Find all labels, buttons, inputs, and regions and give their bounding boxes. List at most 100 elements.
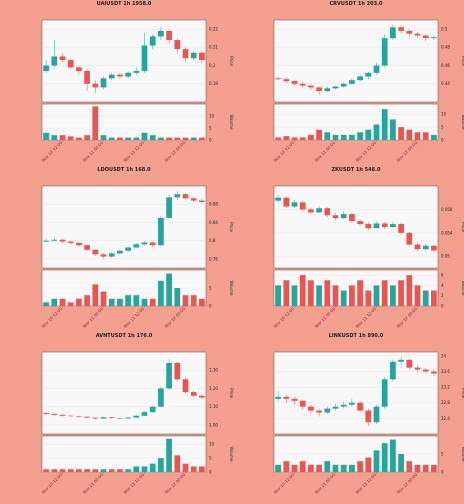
- x-tick-label: Nov 12 00:00: [164, 472, 187, 495]
- candle-body: [316, 208, 322, 212]
- chart-title: ZKUSDT 1h 548.0: [332, 167, 381, 173]
- candle-body: [92, 250, 98, 255]
- volume-bar: [415, 132, 421, 140]
- volume-bar: [333, 465, 339, 472]
- volume-axis-label: Volume: [229, 281, 234, 296]
- volume-bar: [300, 461, 306, 472]
- volume-bar: [125, 295, 131, 306]
- candle-body: [431, 37, 437, 38]
- volume-bar: [92, 469, 98, 472]
- volume-bar: [382, 443, 388, 472]
- x-tick-label: Nov 12 00:00: [396, 472, 419, 495]
- candle-body: [109, 417, 115, 418]
- volume-bar: [166, 274, 172, 306]
- volume-bar: [191, 295, 197, 306]
- volume-bar: [390, 285, 396, 306]
- volume-bar: [390, 119, 396, 140]
- x-tick-label: Nov 11 12:00: [123, 140, 146, 163]
- candle-body: [415, 368, 421, 370]
- volume-bar: [275, 137, 281, 140]
- volume-bar: [117, 138, 123, 140]
- volume-bar: [101, 292, 107, 306]
- volume-bar: [133, 295, 139, 306]
- y-tick-label: 0.054: [441, 230, 453, 235]
- candle-body: [76, 416, 82, 417]
- candle-body: [316, 87, 322, 91]
- volume-bar: [365, 458, 371, 472]
- volume-bar: [166, 439, 172, 472]
- volume-bar: [150, 135, 156, 140]
- volume-bar: [292, 285, 298, 306]
- volume-bar: [316, 130, 322, 140]
- volume-bar: [109, 299, 115, 306]
- volume-bar: [292, 465, 298, 472]
- candle-body: [406, 233, 412, 245]
- y-tick-label: 23.6: [441, 369, 450, 374]
- candle-body: [292, 202, 298, 206]
- candle-body: [390, 224, 396, 227]
- y-tick-label: 23.2: [441, 385, 450, 390]
- candle-body: [333, 215, 339, 218]
- y-tick-label: 1.10: [209, 404, 218, 409]
- volume-bar: [43, 302, 49, 306]
- volume-bar: [43, 469, 49, 472]
- x-tick-label: Nov 11 12:00: [355, 472, 378, 495]
- candle-body: [365, 411, 371, 423]
- price-panel: [42, 20, 206, 102]
- x-tick-label: Nov 12 00:00: [164, 306, 187, 329]
- volume-tick-label: 0: [441, 303, 444, 308]
- volume-bar: [300, 137, 306, 140]
- volume-bar: [191, 138, 197, 140]
- volume-axis-label: Volume: [229, 115, 234, 130]
- volume-bar: [84, 469, 90, 472]
- volume-tick-label: 2: [441, 293, 444, 298]
- volume-panel: [274, 104, 438, 140]
- candle-body: [142, 46, 148, 72]
- x-tick-label: Nov 11 12:00: [355, 306, 378, 329]
- volume-bar: [308, 280, 314, 306]
- volume-bar: [158, 281, 164, 306]
- volume-tick-label: 5: [441, 125, 444, 130]
- candle-body: [300, 84, 306, 86]
- volume-bar: [374, 125, 380, 140]
- price-panel: [42, 352, 206, 434]
- candle-body: [324, 88, 330, 91]
- volume-bar: [183, 464, 189, 472]
- candle-body: [133, 71, 139, 73]
- volume-tick-label: 6: [441, 273, 444, 278]
- price-panel: [274, 20, 438, 102]
- volume-tick-label: 0: [209, 303, 212, 308]
- candle-body: [365, 224, 371, 228]
- candle-body: [60, 240, 66, 242]
- candle-body: [51, 414, 57, 415]
- volume-bar: [374, 285, 380, 306]
- volume-bar: [374, 450, 380, 472]
- x-tick-label: Nov 12 00:00: [164, 140, 187, 163]
- candle-body: [68, 60, 74, 67]
- volume-bar: [398, 127, 404, 140]
- volume-tick-label: 5: [441, 451, 444, 456]
- x-tick-label: Nov 12 00:00: [396, 140, 419, 163]
- volume-bar: [423, 132, 429, 140]
- candle-body: [398, 360, 404, 362]
- x-tick-label: Nov 11 12:00: [123, 306, 146, 329]
- volume-bar: [174, 455, 180, 472]
- volume-bar: [431, 291, 437, 306]
- volume-tick-label: 5: [209, 285, 212, 290]
- volume-bar: [324, 280, 330, 306]
- candle-body: [365, 73, 371, 77]
- volume-bar: [431, 135, 437, 140]
- y-tick-label: 0.2: [209, 63, 216, 68]
- volume-bar: [357, 461, 363, 472]
- volume-bar: [84, 295, 90, 306]
- candle-body: [333, 87, 339, 89]
- x-tick-label: Nov 10 12:00: [273, 306, 296, 329]
- chart-title: LDOUSDT 1h 168.0: [97, 167, 151, 173]
- volume-bar: [166, 138, 172, 140]
- y-tick-label: 0.44: [441, 81, 450, 86]
- candle-body: [43, 66, 49, 71]
- candle-body: [125, 418, 131, 419]
- candle-body: [423, 35, 429, 38]
- candle-body: [166, 197, 172, 218]
